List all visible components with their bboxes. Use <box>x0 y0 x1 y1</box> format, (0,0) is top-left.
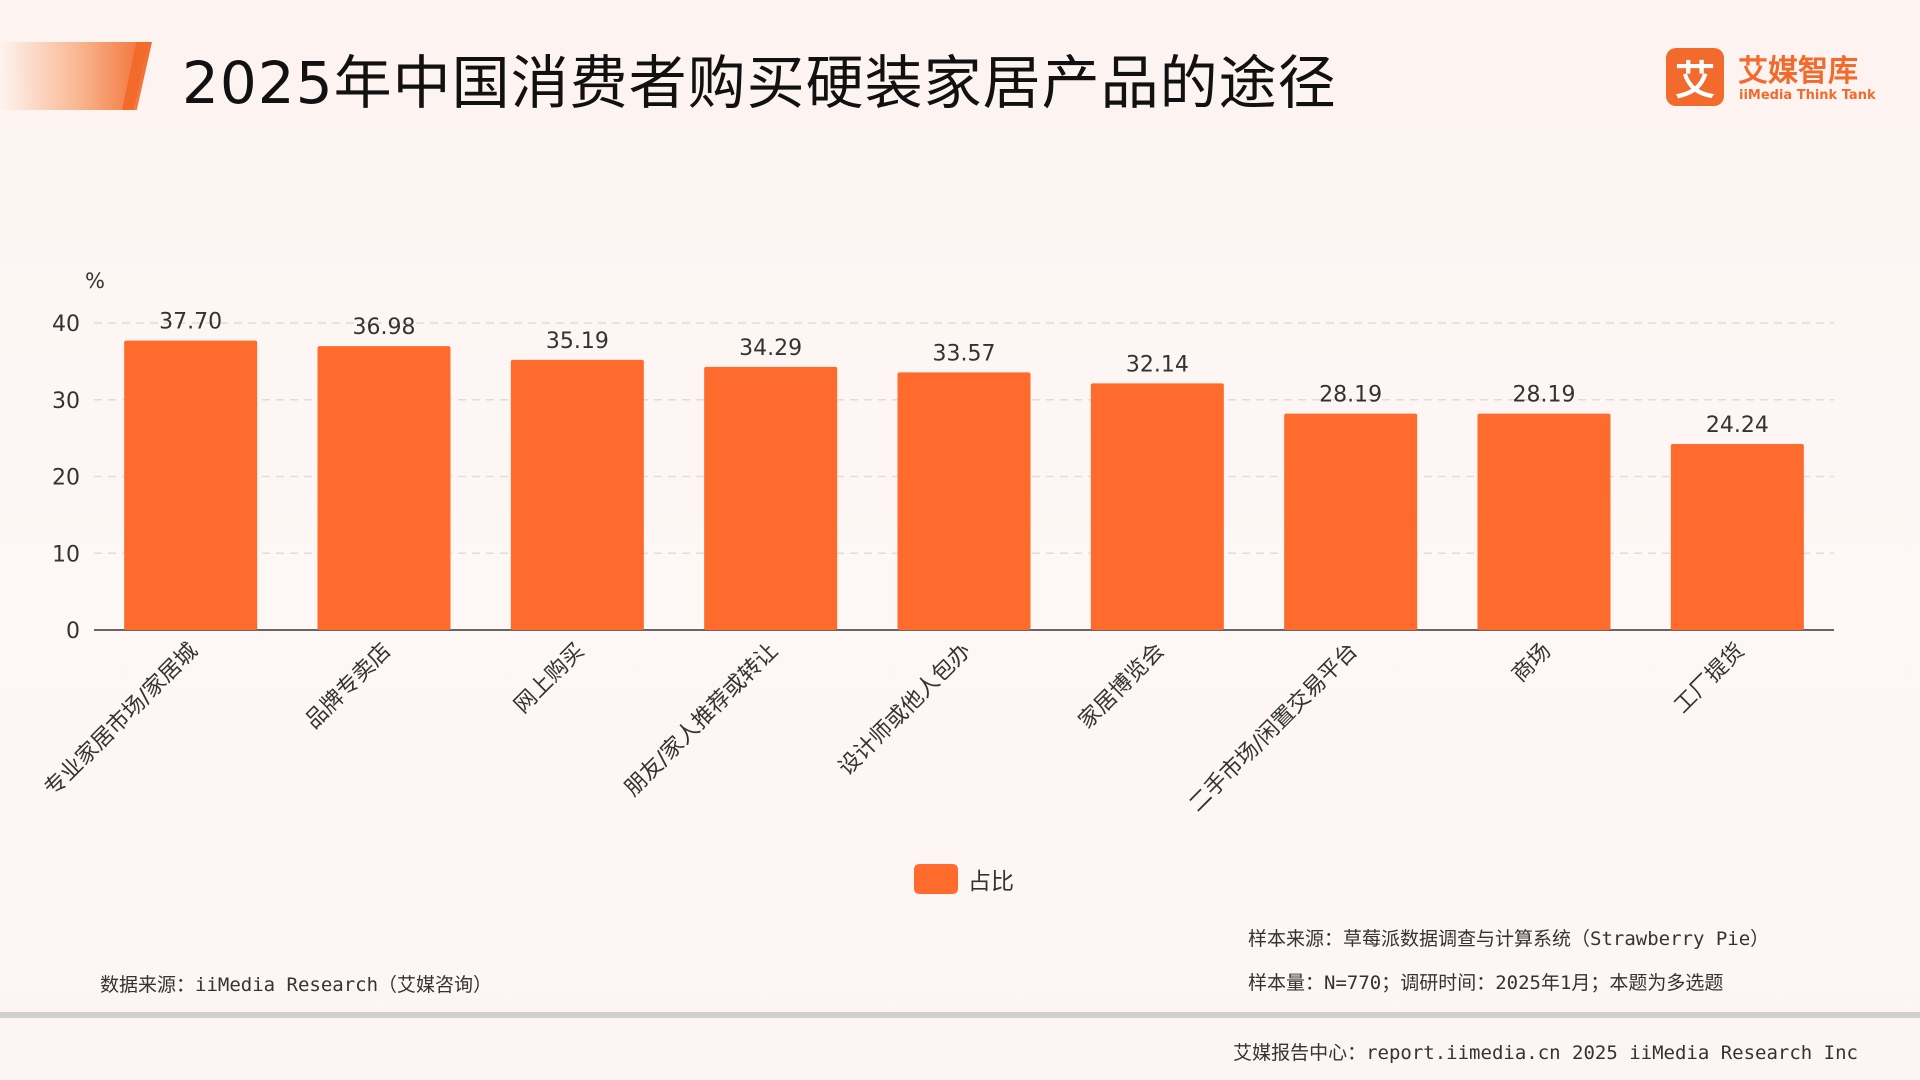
y-tick-label: 40 <box>52 312 80 337</box>
sample-source-note: 样本来源：草莓派数据调查与计算系统（Strawberry Pie） <box>1248 924 1769 951</box>
x-tick-label: 网上购买 <box>510 639 590 719</box>
bar <box>124 341 257 630</box>
x-tick-label: 设计师或他人包办 <box>834 639 976 781</box>
y-tick-label: 30 <box>52 389 80 414</box>
data-label: 35.19 <box>546 329 609 354</box>
footer-divider <box>0 1012 1920 1018</box>
bar <box>318 346 451 630</box>
y-tick-label: 0 <box>66 619 80 644</box>
data-label: 28.19 <box>1319 383 1382 408</box>
y-axis-unit-label: % <box>85 269 105 293</box>
bar <box>1478 414 1611 630</box>
data-label: 32.14 <box>1126 352 1189 377</box>
x-tick-label: 家居博览会 <box>1074 639 1169 734</box>
sample-size-note: 样本量：N=770；调研时间：2025年1月；本题为多选题 <box>1248 968 1723 995</box>
data-label: 28.19 <box>1513 383 1576 408</box>
bar <box>511 360 644 630</box>
x-tick-label: 专业家居市场/家居城 <box>40 639 203 802</box>
data-label: 34.29 <box>739 336 802 361</box>
x-tick-label: 工厂提货 <box>1670 639 1750 719</box>
bar <box>898 372 1031 630</box>
legend-swatch <box>914 864 958 894</box>
bar <box>1091 383 1224 630</box>
chart-legend: 占比 <box>914 862 1014 896</box>
x-tick-label: 二手市场/闲置交易平台 <box>1184 639 1362 817</box>
data-label: 36.98 <box>353 315 416 340</box>
bar <box>1671 444 1804 630</box>
x-tick-label: 朋友/家人推荐或转让 <box>620 639 783 802</box>
bar-chart: % 0 10 20 30 40 37.70 专业家居市场/家居城 36.98 品牌专卖店 35.19… <box>0 0 1920 860</box>
data-label: 33.57 <box>933 341 996 366</box>
legend-label: 占比 <box>968 862 1014 896</box>
bar <box>704 367 837 630</box>
bar <box>1284 414 1417 630</box>
footer-text: 艾媒报告中心：report.iimedia.cn 2025 iiMedia Re… <box>1233 1038 1858 1065</box>
x-tick-label: 品牌专卖店 <box>301 639 396 734</box>
data-label: 37.70 <box>159 310 222 335</box>
x-tick-label: 商场 <box>1507 639 1556 688</box>
data-source-note: 数据来源：iiMedia Research（艾媒咨询） <box>100 970 492 997</box>
data-label: 24.24 <box>1706 413 1769 438</box>
y-tick-label: 20 <box>52 466 80 491</box>
y-tick-label: 10 <box>52 542 80 567</box>
